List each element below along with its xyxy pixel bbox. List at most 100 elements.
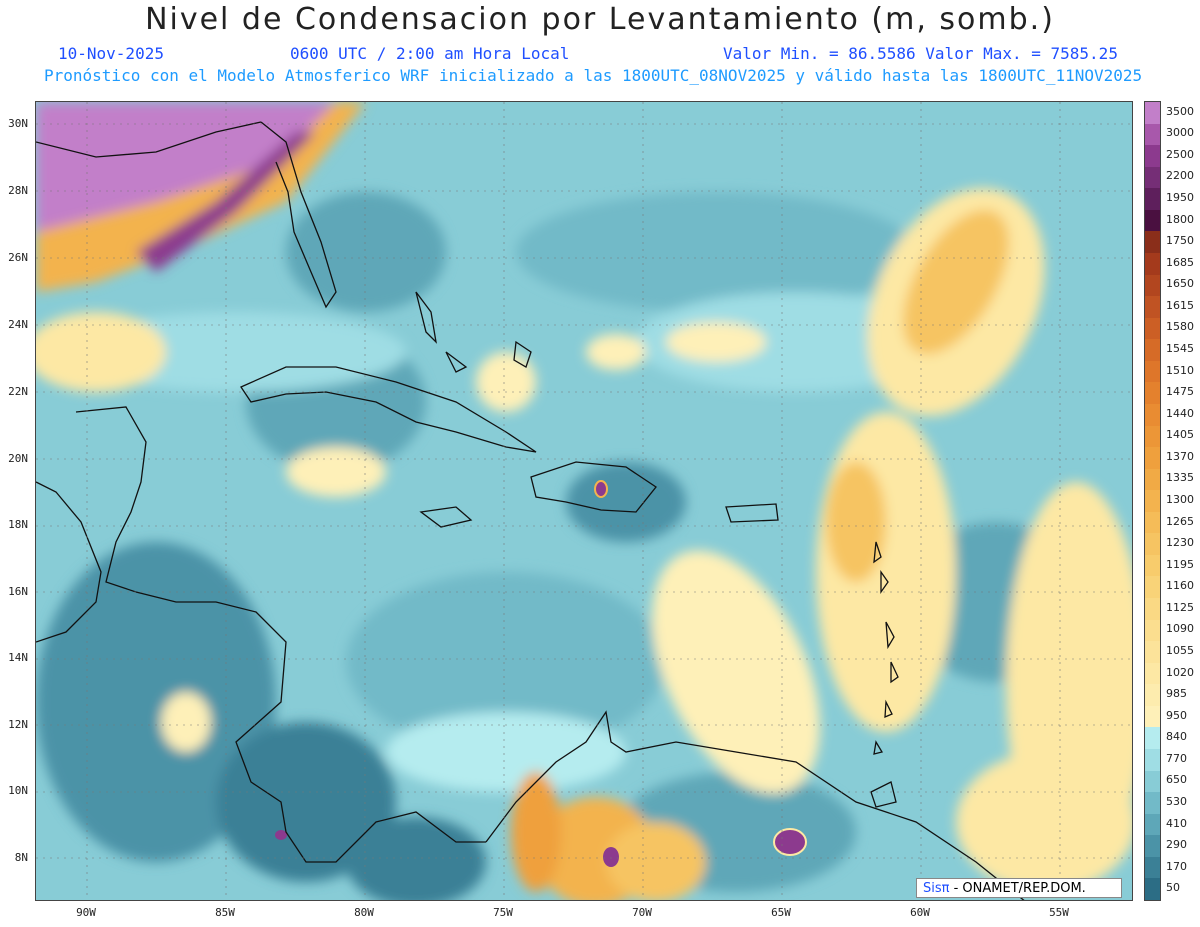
colorbar-segment xyxy=(1145,339,1160,362)
colorbar-label: 2500 xyxy=(1166,147,1194,161)
colorbar-segment xyxy=(1145,813,1160,836)
colorbar-segment xyxy=(1145,447,1160,470)
colorbar-segment xyxy=(1145,576,1160,599)
colorbar-segment xyxy=(1145,770,1160,793)
lat-label: 28N xyxy=(8,184,28,197)
lat-label: 20N xyxy=(8,452,28,465)
colorbar-label: 1370 xyxy=(1166,449,1194,463)
lon-label: 65W xyxy=(771,906,791,919)
colorbar-segment xyxy=(1145,296,1160,319)
colorbar-label: 290 xyxy=(1166,838,1187,852)
valid-date: 10-Nov-2025 xyxy=(58,44,164,63)
colorbar-segment xyxy=(1145,662,1160,685)
colorbar-label: 985 xyxy=(1166,687,1187,701)
lon-label: 90W xyxy=(76,906,96,919)
colorbar-label: 2200 xyxy=(1166,169,1194,183)
colorbar-label: 1230 xyxy=(1166,536,1194,550)
colorbar-segment xyxy=(1145,231,1160,254)
colorbar-label: 950 xyxy=(1166,708,1187,722)
colorbar-segment xyxy=(1145,533,1160,556)
colorbar-label: 3000 xyxy=(1166,126,1194,140)
colorbar-segment xyxy=(1145,403,1160,426)
colorbar-segment xyxy=(1145,425,1160,448)
lon-label: 75W xyxy=(493,906,513,919)
colorbar-segment xyxy=(1145,619,1160,642)
colorbar-segment xyxy=(1145,166,1160,189)
lat-label: 8N xyxy=(14,851,28,864)
colorbar-segment xyxy=(1145,252,1160,276)
colorbar-segment xyxy=(1145,145,1160,168)
lon-label: 85W xyxy=(215,906,235,919)
colorbar-label: 840 xyxy=(1166,730,1187,744)
colorbar-segment xyxy=(1145,382,1160,405)
lon-label: 55W xyxy=(1049,906,1069,919)
colorbar-label: 410 xyxy=(1166,816,1187,830)
lat-label: 24N xyxy=(8,318,28,331)
map-panel xyxy=(35,101,1133,901)
colorbar-segment xyxy=(1145,598,1160,621)
lat-label: 14N xyxy=(8,651,28,664)
colorbar-label: 1615 xyxy=(1166,298,1194,312)
colorbar-segment xyxy=(1145,727,1160,750)
lat-label: 18N xyxy=(8,518,28,531)
colorbar-label: 1650 xyxy=(1166,277,1194,291)
colorbar-label: 650 xyxy=(1166,773,1187,787)
colorbar-label: 1160 xyxy=(1166,579,1194,593)
lat-label: 12N xyxy=(8,718,28,731)
min-max-values: Valor Min. = 86.5586 Valor Max. = 7585.2… xyxy=(723,44,1118,63)
lon-label: 60W xyxy=(910,906,930,919)
lat-label: 26N xyxy=(8,251,28,264)
colorbar-label: 1510 xyxy=(1166,363,1194,377)
colorbar-segment xyxy=(1145,317,1160,340)
lat-label: 22N xyxy=(8,385,28,398)
colorbar-label: 1750 xyxy=(1166,234,1194,248)
colorbar-segment xyxy=(1145,188,1160,211)
colorbar-segment xyxy=(1145,490,1160,513)
colorbar-segment xyxy=(1145,792,1160,815)
lat-label: 30N xyxy=(8,117,28,130)
colorbar-segment xyxy=(1145,749,1160,772)
colorbar-label: 1950 xyxy=(1166,191,1194,205)
colorbar-segment xyxy=(1145,123,1160,146)
credit-box: Sisπ - ONAMET/REP.DOM. xyxy=(916,878,1122,898)
colorbar-label: 1195 xyxy=(1166,557,1194,571)
colorbar-segment xyxy=(1145,274,1160,297)
colorbar-label: 1800 xyxy=(1166,212,1194,226)
colorbar-segment xyxy=(1145,468,1160,491)
colorbar-segment xyxy=(1145,705,1160,728)
colorbar-segment xyxy=(1145,641,1160,664)
colorbar-label: 530 xyxy=(1166,794,1187,808)
colorbar-label: 3500 xyxy=(1166,104,1194,118)
credit-org: - ONAMET/REP.DOM. xyxy=(953,881,1086,896)
colorbar-label: 170 xyxy=(1166,859,1187,873)
colorbar-label: 1125 xyxy=(1166,600,1194,614)
colorbar-label: 1580 xyxy=(1166,320,1194,334)
colorbar-label: 1055 xyxy=(1166,643,1194,657)
colorbar-label: 1440 xyxy=(1166,406,1194,420)
colorbar-segment xyxy=(1145,554,1160,577)
lat-label: 16N xyxy=(8,585,28,598)
colorbar xyxy=(1144,101,1161,901)
credit-brand: Sisπ xyxy=(923,881,950,896)
colorbar-segment xyxy=(1145,209,1160,232)
colorbar-label: 1685 xyxy=(1166,255,1194,269)
colorbar-label: 770 xyxy=(1166,751,1187,765)
colorbar-segment xyxy=(1145,835,1160,858)
valid-time: 0600 UTC / 2:00 am Hora Local xyxy=(290,44,570,63)
colorbar-segment xyxy=(1145,856,1160,879)
colorbar-label: 1265 xyxy=(1166,514,1194,528)
colorbar-label: 1405 xyxy=(1166,428,1194,442)
colorbar-label: 1020 xyxy=(1166,665,1194,679)
lon-label: 80W xyxy=(354,906,374,919)
colorbar-label: 50 xyxy=(1166,881,1180,895)
colorbar-segment xyxy=(1145,511,1160,534)
lon-label: 70W xyxy=(632,906,652,919)
lat-label: 10N xyxy=(8,784,28,797)
colorbar-segment xyxy=(1145,360,1160,383)
colorbar-label: 1475 xyxy=(1166,385,1194,399)
lcl-field-map xyxy=(36,102,1132,900)
colorbar-label: 1300 xyxy=(1166,493,1194,506)
map-title: Nivel de Condensacion por Levantamiento … xyxy=(145,2,1055,37)
forecast-description: Pronóstico con el Modelo Atmosferico WRF… xyxy=(44,66,1143,85)
colorbar-segment xyxy=(1145,878,1160,901)
